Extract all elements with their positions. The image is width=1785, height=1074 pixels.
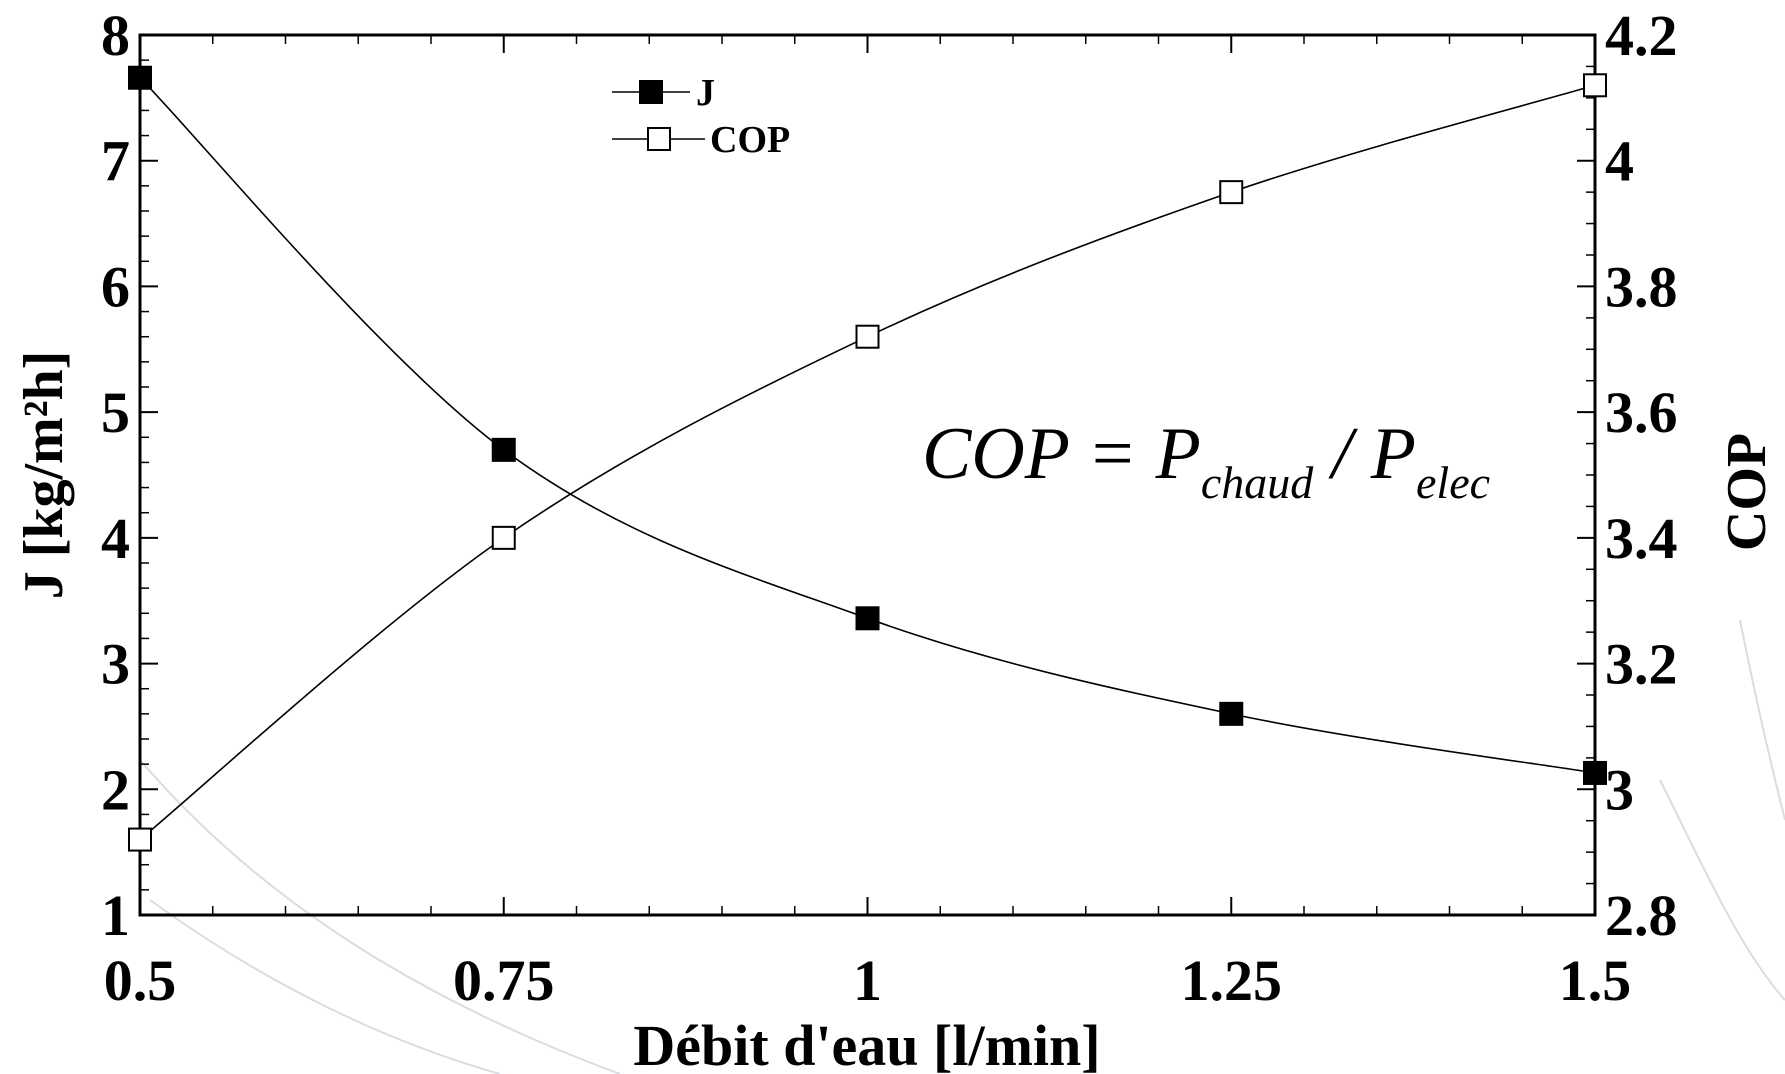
x-tick-label: 1 <box>853 948 882 1013</box>
y-left-tick-label: 3 <box>101 632 130 697</box>
formula-mid: / P <box>1313 413 1416 495</box>
data-point-j <box>1583 760 1607 785</box>
y-right-tick-label: 2.8 <box>1605 883 1678 948</box>
x-axis-ticks: 0.5 0.75 1 1.25 1.5 <box>104 35 1632 1013</box>
y-left-axis-ticks: 1 2 3 4 5 6 7 8 <box>101 3 158 948</box>
y-right-tick-label: 4 <box>1605 129 1634 194</box>
y-left-tick-label: 5 <box>101 380 130 445</box>
series-markers <box>128 65 1607 852</box>
legend-label-j: J <box>696 72 715 114</box>
legend-marker-cop <box>647 127 671 151</box>
y-right-tick-label: 3.4 <box>1605 506 1678 571</box>
y-right-tick-label: 3.6 <box>1605 380 1678 445</box>
data-point-cop <box>491 525 516 550</box>
y-left-tick-label: 8 <box>101 3 130 68</box>
legend-label-cop: COP <box>710 119 790 161</box>
y-left-tick-label: 6 <box>101 254 130 319</box>
legend-entry-cop: COP <box>612 119 790 161</box>
y-right-tick-label: 3 <box>1605 757 1634 822</box>
y-right-tick-label: 3.8 <box>1605 254 1678 319</box>
y-left-tick-label: 4 <box>101 506 130 571</box>
data-point-cop <box>855 324 880 349</box>
data-point-cop <box>128 827 152 852</box>
series-line-j <box>139 77 1596 774</box>
formula-sub-elec: elec <box>1416 457 1490 508</box>
x-tick-label: 1.25 <box>1181 948 1283 1013</box>
data-point-j <box>1219 701 1244 726</box>
y-left-tick-label: 1 <box>101 883 130 948</box>
y-right-tick-label: 4.2 <box>1605 3 1678 68</box>
y-left-axis-label: J [kg/m²h] <box>13 351 75 600</box>
y-left-tick-label: 2 <box>101 757 130 822</box>
legend-marker-j <box>639 80 663 104</box>
data-point-j <box>855 606 880 631</box>
background-watermark <box>139 619 1785 1074</box>
formula-sub-chaud: chaud <box>1201 457 1314 508</box>
y-right-axis-ticks: 2.8 3 3.2 3.4 3.6 3.8 4 4.2 <box>1577 3 1678 948</box>
y-right-tick-label: 3.2 <box>1605 632 1678 697</box>
cop-formula-annotation: COP = Pchaud / Pelec <box>922 413 1490 508</box>
data-point-j <box>491 437 516 462</box>
x-tick-label: 0.5 <box>104 948 177 1013</box>
data-point-j <box>128 65 152 90</box>
data-point-cop <box>1583 73 1607 98</box>
data-point-cop <box>1219 180 1244 205</box>
y-right-axis-label: COP <box>1716 433 1778 551</box>
x-tick-label: 1.5 <box>1559 948 1632 1013</box>
x-tick-label: 0.75 <box>453 948 555 1013</box>
legend-entry-j: J <box>612 72 715 114</box>
x-axis-label: Débit d'eau [l/min] <box>633 1013 1100 1074</box>
formula-base: COP = P <box>922 413 1201 495</box>
legend: J COP <box>612 72 790 161</box>
y-left-tick-label: 7 <box>101 129 130 194</box>
